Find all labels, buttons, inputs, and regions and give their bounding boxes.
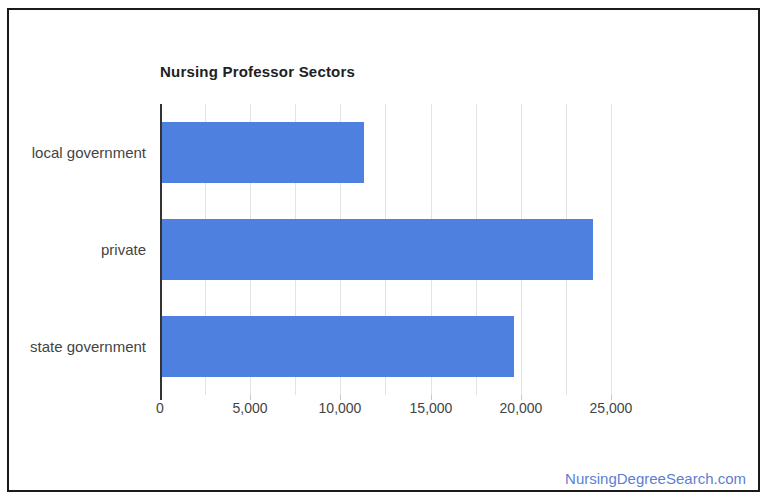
bar-state-government[interactable] <box>160 316 514 377</box>
chart-canvas: Nursing Professor Sectors local governme… <box>0 0 770 503</box>
bar-private[interactable] <box>160 219 593 280</box>
x-axis-baseline <box>160 104 162 395</box>
watermark-link[interactable]: NursingDegreeSearch.com <box>565 470 746 487</box>
bar-local-government[interactable] <box>160 122 364 183</box>
